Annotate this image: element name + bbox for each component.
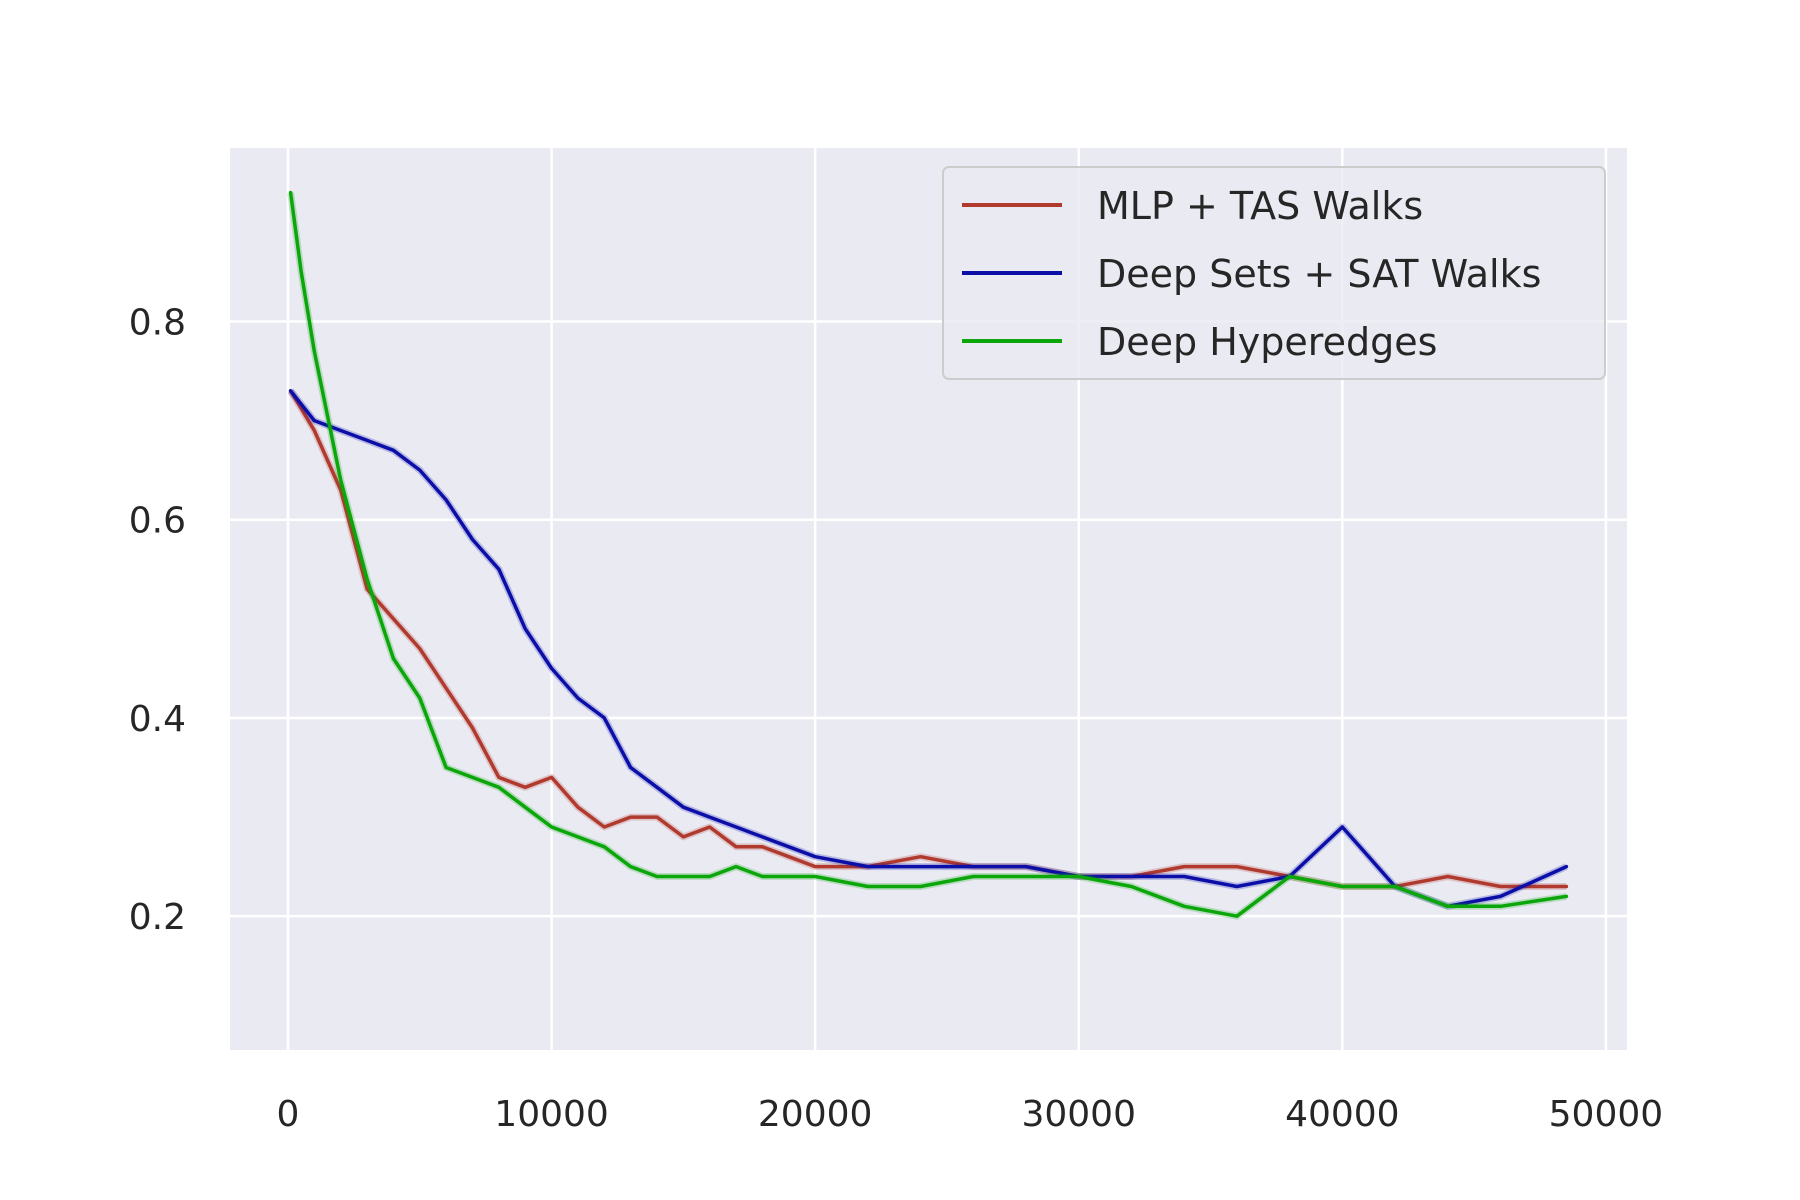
y-tick-label: 0.4 — [129, 699, 186, 740]
legend: MLP + TAS Walks Deep Sets + SAT Walks Deep… — [942, 166, 1606, 380]
x-tick-label: 40000 — [1285, 1094, 1400, 1135]
x-tick-label: 20000 — [758, 1094, 873, 1135]
x-tick-label: 30000 — [1021, 1094, 1136, 1135]
x-tick-label: 0 — [277, 1094, 300, 1135]
y-tick-label: 0.8 — [129, 302, 186, 343]
series-lines — [287, 190, 1569, 920]
y-tick-label: 0.2 — [129, 897, 186, 938]
legend-box — [942, 166, 1606, 380]
y-tick-labels: 0.2 0.4 0.6 0.8 — [129, 302, 186, 938]
y-tick-label: 0.6 — [129, 501, 186, 542]
legend-label: Deep Sets + SAT Walks — [1097, 252, 1541, 296]
legend-label: MLP + TAS Walks — [1097, 184, 1423, 228]
x-tick-label: 50000 — [1549, 1094, 1664, 1135]
series-line — [288, 389, 1569, 909]
series-line — [288, 389, 1569, 889]
x-tick-label: 10000 — [494, 1094, 609, 1135]
x-tick-labels: 0 10000 20000 30000 40000 50000 — [277, 1094, 1664, 1135]
legend-label: Deep Hyperedges — [1097, 320, 1437, 364]
series-line — [288, 190, 1569, 918]
